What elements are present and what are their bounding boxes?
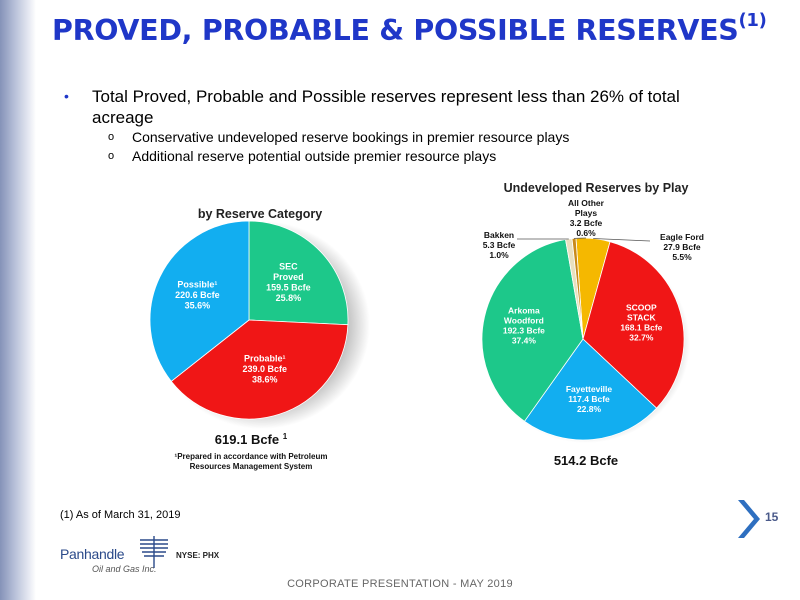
- title-superscript: (1): [738, 10, 767, 31]
- chart2-label-1-line-0: SCOOP: [626, 303, 657, 313]
- chart1-label-0-line-3: 25.8%: [276, 293, 302, 303]
- chart2-label-1-line-3: 32.7%: [629, 333, 654, 343]
- chart2-label-2: Fayetteville 117.4 Bcfe 22.8%: [566, 384, 613, 414]
- chart2-label-3-line-1: Woodford: [504, 315, 544, 325]
- chart2-label-1: SCOOP STACK 168.1 Bcfe 32.7%: [620, 303, 662, 343]
- chart1-note-line2: Resources Management System: [190, 462, 313, 471]
- chart1-label-0-line-0: SEC: [279, 262, 298, 272]
- chart2-label-2-line-0: Fayetteville: [566, 384, 613, 394]
- bullet-main-text-line2: acreage: [92, 108, 154, 127]
- chart2-label-4-line-0: Bakken: [484, 230, 514, 240]
- circle-bullet-icon: o: [108, 131, 115, 143]
- chart2-label-0-line-0: Eagle Ford: [660, 232, 704, 242]
- chart2-label-3-line-2: 192.3 Bcfe: [503, 325, 545, 335]
- chart2-leader-line-0: [593, 238, 651, 242]
- sub-bullet-text: Additional reserve potential outside pre…: [132, 148, 497, 164]
- bullet-main: • Total Proved, Probable and Possible re…: [64, 86, 754, 128]
- chart2-label-5-line-1: Plays: [575, 208, 597, 218]
- chart1-label-2-line-2: 35.6%: [185, 300, 211, 310]
- ticker-symbol: NYSE: PHX: [176, 551, 220, 560]
- chart1-title: by Reserve Category: [198, 207, 322, 221]
- chart1-label-0: SEC Proved 159.5 Bcfe 25.8%: [266, 262, 311, 304]
- chart1-label-0-line-2: 159.5 Bcfe: [266, 283, 311, 293]
- bullet-main-text-line1: Total Proved, Probable and Possible rese…: [92, 87, 680, 106]
- chart1-slice-2: [149, 220, 250, 382]
- chart1-label-1-line-2: 38.6%: [252, 375, 278, 385]
- sub-bullet: o Conservative undeveloped reserve booki…: [108, 128, 754, 147]
- bullet-dot-icon: •: [64, 88, 69, 104]
- left-decorative-band: [0, 0, 36, 600]
- chart2-slice-3: [481, 239, 584, 422]
- chart2-label-5: All Other Plays 3.2 Bcfe 0.6%: [568, 198, 605, 238]
- circle-bullet-icon: o: [108, 150, 115, 162]
- chart1-label-2-line-1: 220.6 Bcfe: [175, 290, 220, 300]
- chart2-label-3-line-0: Arkoma: [508, 305, 540, 315]
- chart1-label-1-line-1: 239.0 Bcfe: [242, 364, 287, 374]
- chart2-label-4-line-2: 1.0%: [489, 250, 509, 260]
- chart2-label-0-line-1: 27.9 Bcfe: [663, 242, 701, 252]
- chart2-label-0: Eagle Ford 27.9 Bcfe 5.5%: [660, 232, 704, 262]
- chart1-label-1-line-0: Probable¹: [244, 354, 286, 364]
- chart2-slice-1: [582, 241, 685, 409]
- chart2-label-5-line-3: 0.6%: [576, 228, 596, 238]
- chart2-pie: Eagle Ford 27.9 Bcfe 5.5% SCOOP STACK 168.1 B…: [481, 198, 704, 441]
- chart2-label-1-line-1: STACK: [627, 313, 657, 323]
- chart2-label-2-line-1: 117.4 Bcfe: [568, 394, 610, 404]
- page-number: 15: [765, 510, 779, 524]
- chart1-pie: SEC Proved 159.5 Bcfe 25.8% Probable¹ 239.0 B…: [149, 220, 349, 420]
- chart2-label-5-line-2: 3.2 Bcfe: [570, 218, 603, 228]
- footnote: (1) As of March 31, 2019: [60, 509, 181, 521]
- chart2-label-3-line-3: 37.4%: [512, 335, 537, 345]
- chart1-slice-0: [248, 220, 349, 326]
- chevron-right-icon: [738, 500, 760, 538]
- sub-bullet-text: Conservative undeveloped reserve booking…: [132, 129, 570, 145]
- chart1-label-1: Probable¹ 239.0 Bcfe 38.6%: [242, 354, 287, 385]
- chart2-label-1-line-2: 168.1 Bcfe: [620, 323, 662, 333]
- chart2-label-2-line-2: 22.8%: [577, 404, 602, 414]
- chart1-label-0-line-1: Proved: [273, 272, 304, 282]
- chart2-label-4: Bakken 5.3 Bcfe 1.0%: [483, 230, 516, 260]
- chart2-label-3: Arkoma Woodford 192.3 Bcfe 37.4%: [503, 305, 545, 345]
- logo-subtitle: Oil and Gas Inc.: [92, 564, 157, 574]
- derrick-icon: [140, 536, 168, 568]
- chart2-label-4-line-1: 5.3 Bcfe: [483, 240, 516, 250]
- chart1-note-line1: ¹Prepared in accordance with Petroleum: [175, 452, 328, 461]
- chart1-label-2: Possible¹ 220.6 Bcfe 35.6%: [175, 279, 220, 310]
- chart2-total: 514.2 Bcfe: [554, 453, 618, 468]
- chart1-total: 619.1 Bcfe 1: [215, 432, 288, 447]
- company-logo: Panhandle Oil and Gas Inc. NYSE: PHX: [60, 534, 230, 584]
- chart2-label-5-line-0: All Other: [568, 198, 605, 208]
- logo-name: Panhandle: [60, 546, 125, 562]
- footer-text: CORPORATE PRESENTATION - MAY 2019: [287, 578, 513, 590]
- chart2-label-0-line-2: 5.5%: [672, 252, 692, 262]
- bullet-list: • Total Proved, Probable and Possible re…: [64, 86, 754, 166]
- chart2-title: Undeveloped Reserves by Play: [504, 181, 689, 195]
- slide-title: PROVED, PROBABLE & POSSIBLE RESERVES(1): [52, 10, 767, 47]
- chart2-slice-2: [523, 338, 658, 441]
- sub-bullet: o Additional reserve potential outside p…: [108, 147, 754, 166]
- chart1-label-2-line-0: Possible¹: [177, 279, 217, 289]
- chart1-slice-1: [170, 319, 349, 420]
